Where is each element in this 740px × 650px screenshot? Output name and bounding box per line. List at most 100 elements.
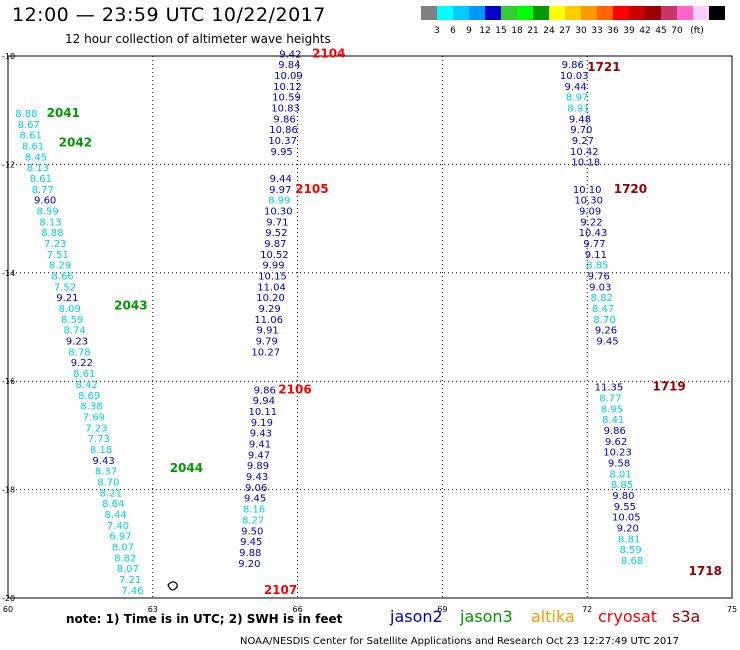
footer-note: note: 1) Time is in UTC; 2) SWH is in fe… [66, 612, 343, 626]
wave-height-label: 9.86 [562, 60, 584, 71]
pass-time-label: 2042 [59, 136, 92, 150]
wave-height-label: 7.21 [119, 575, 141, 586]
pass-time-label: 1720 [614, 182, 647, 196]
x-tick-label: 66 [293, 605, 303, 614]
wave-height-label: 10.05 [612, 513, 641, 524]
pass-time-label: 2107 [264, 583, 297, 597]
pass-time-label: 2105 [295, 182, 328, 196]
wave-height-label: 9.43 [246, 472, 268, 483]
x-tick-label: 75 [727, 605, 737, 614]
wave-height-label: 9.84 [278, 60, 300, 71]
wave-height-label: 8.82 [114, 553, 136, 564]
wave-height-label: 8.85 [611, 480, 633, 491]
wave-height-label: 8.66 [51, 272, 73, 283]
wave-height-label: 9.20 [238, 559, 260, 570]
color-scale-tick-label: 6 [450, 26, 456, 36]
wave-height-label: 8.68 [621, 556, 643, 567]
wave-height-label: 9.79 [256, 337, 278, 348]
wave-height-label: 6.97 [109, 532, 131, 543]
pass-time-label: 2041 [47, 106, 80, 120]
wave-height-label: 9.60 [34, 196, 56, 207]
wave-height-label: 9.87 [264, 239, 286, 250]
wave-height-label: 8.18 [90, 445, 112, 456]
wave-height-label: 9.86 [604, 426, 626, 437]
pass-time-label: 2044 [170, 461, 203, 475]
color-scale-tick-label: 45 [655, 26, 667, 36]
wave-height-label: 8.44 [105, 510, 127, 521]
wave-height-label: 7.23 [44, 239, 66, 250]
wave-height-label: 9.45 [596, 337, 618, 348]
wave-height-label: 9.09 [579, 206, 601, 217]
wave-height-label: 10.37 [268, 136, 297, 147]
x-tick-label: 60 [3, 605, 13, 614]
wave-height-label: 9.45 [240, 537, 262, 548]
wave-height-label: 9.77 [583, 239, 605, 250]
wave-height-label: 9.43 [92, 456, 114, 467]
wave-height-label: 8.16 [243, 505, 265, 516]
color-swatch [549, 6, 565, 20]
color-scale-tick-label: 15 [495, 26, 507, 36]
color-scale-tick-label: 39 [623, 26, 635, 36]
color-scale-tick-label: 70 [671, 26, 683, 36]
pass-time-label: 1718 [689, 564, 722, 578]
wave-height-label: 10.23 [603, 448, 632, 459]
wave-height-label: 10.18 [571, 158, 600, 169]
color-swatch [437, 6, 453, 20]
color-swatch [485, 6, 501, 20]
wave-height-label: 9.62 [605, 437, 627, 448]
wave-height-label: 8.09 [59, 304, 81, 315]
wave-height-label: 8.07 [112, 543, 134, 554]
wave-height-label: 8.59 [620, 545, 642, 556]
wave-height-label: 10.30 [574, 196, 603, 207]
wave-height-label: 9.86 [254, 385, 276, 396]
color-scale-tick-label: 24 [543, 26, 555, 36]
legend-item-altika: altika [531, 607, 575, 626]
color-swatch [421, 6, 437, 20]
color-scale-tick-label: 33 [591, 26, 603, 36]
wave-height-label: 9.99 [262, 261, 284, 272]
wave-height-label: 9.21 [56, 293, 78, 304]
map-frame [7, 55, 733, 599]
x-tick-label: 72 [582, 605, 592, 614]
wave-height-label: 8.82 [591, 293, 613, 304]
wave-height-label: 8.42 [76, 380, 98, 391]
island-outline [167, 581, 178, 591]
wave-height-label: 8.70 [97, 477, 119, 488]
wave-height-label: 9.20 [617, 524, 639, 535]
wave-height-label: 8.45 [25, 152, 47, 163]
y-tick-label: -10 [2, 52, 15, 61]
color-swatch [581, 6, 597, 20]
wave-height-label: 9.88 [239, 548, 261, 559]
pass-time-label: 2106 [278, 382, 311, 396]
wave-height-label: 9.48 [569, 114, 591, 125]
wave-height-label: 8.88 [15, 109, 37, 120]
color-swatch [453, 6, 469, 20]
color-scale-tick-label: 12 [479, 26, 491, 36]
wave-height-label: 10.11 [249, 407, 278, 418]
pass-time-label: 2104 [312, 46, 345, 60]
wave-height-label: 8.78 [68, 347, 90, 358]
wave-height-label: 8.47 [592, 304, 614, 315]
color-swatch [661, 6, 677, 20]
color-scale-tick-label: (ft) [690, 26, 704, 36]
wave-height-label: 8.59 [36, 206, 58, 217]
wave-height-label: 10.27 [251, 347, 280, 358]
wave-height-label: 9.86 [273, 114, 295, 125]
wave-height-label: 8.99 [268, 196, 290, 207]
wave-height-label: 7.69 [83, 412, 105, 423]
wave-height-label: 8.01 [609, 469, 631, 480]
color-swatch [709, 6, 725, 20]
wave-height-label: 9.52 [265, 228, 287, 239]
wave-height-label: 8.77 [599, 393, 621, 404]
color-scale-tick-label: 3 [434, 26, 440, 36]
wave-height-label: 8.85 [586, 261, 608, 272]
wave-height-label: 8.67 [18, 120, 40, 131]
wave-height-label: 11.04 [257, 282, 286, 293]
color-scale-tick-label: 18 [511, 26, 523, 36]
wave-height-label: 8.59 [61, 315, 83, 326]
wave-height-label: 8.07 [117, 564, 139, 575]
wave-height-label: 10.83 [271, 103, 300, 114]
wave-height-label: 10.12 [273, 82, 302, 93]
wave-height-label: 10.10 [573, 185, 602, 196]
